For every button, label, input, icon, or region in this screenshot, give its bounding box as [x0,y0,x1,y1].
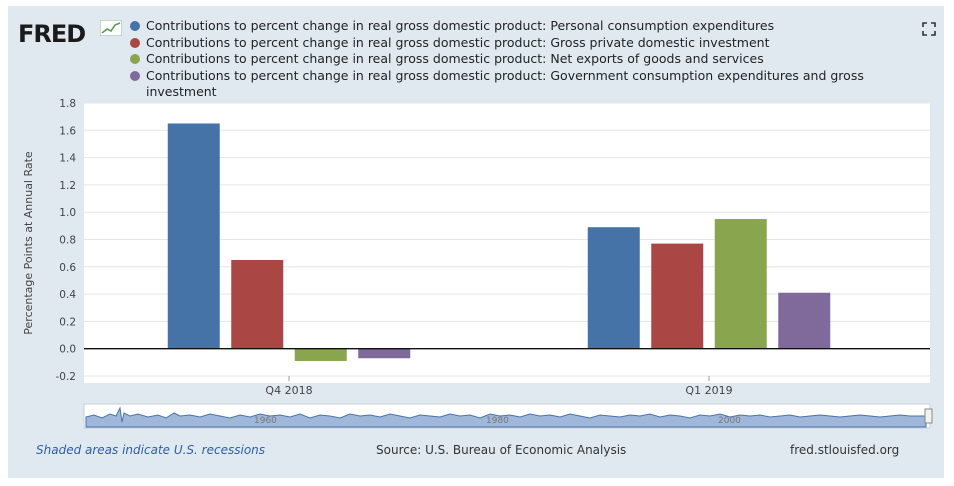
legend-marker [130,37,140,48]
chart-frame: FRED Contributions to percent change in … [8,6,944,478]
legend-item-investment[interactable]: Contributions to percent change in real … [126,35,906,52]
y-axis-ticks: -0.2 0.0 0.2 0.4 0.6 0.8 1.0 1.2 1.4 1.6 1.8 [56,98,77,383]
y-axis-title: Percentage Points at Annual Rate [22,151,35,335]
bar-q1-2019-series-1[interactable] [587,227,640,349]
y-tick-label: 1.6 [59,125,76,137]
bar-q1-2019-series-2[interactable] [651,243,704,349]
x-tick-label: Q4 2018 [265,384,312,397]
legend-marker [130,54,140,64]
navigator-label-2000: 2000 [718,416,741,426]
bar-q4-2018-series-1[interactable] [167,123,220,349]
bar-q1-2019-series-4[interactable] [778,292,831,349]
chart-legend: Contributions to percent change in real … [126,18,906,101]
fred-logo-graph-icon [100,20,122,36]
bar-q4-2018-series-3[interactable] [294,348,347,361]
gridlines [84,102,930,377]
fullscreen-icon[interactable] [922,22,936,36]
x-tick-label: Q1 2019 [685,384,732,397]
fred-logo[interactable]: FRED [18,20,86,48]
y-tick-label: 1.0 [59,207,76,219]
bar-q4-2018-series-4[interactable] [358,348,411,359]
y-tick-label: 1.4 [59,153,76,165]
legend-item-net-exports[interactable]: Contributions to percent change in real … [126,51,906,68]
y-tick-label: 0.6 [59,262,76,274]
navigator-series [85,406,927,428]
legend-item-pce[interactable]: Contributions to percent change in real … [126,18,906,35]
bar-chart: -0.2 0.0 0.2 0.4 0.6 0.8 1.0 1.2 1.4 1.6 1.8 Perce… [22,98,933,429]
range-navigator[interactable]: 1960 1980 2000 [83,403,933,429]
x-axis-ticks: Q4 2018 Q1 2019 [265,376,733,397]
source-text: Source: U.S. Bureau of Economic Analysis [376,443,627,457]
legend-marker [130,70,140,81]
navigator-label-1960: 1960 [254,416,277,426]
recession-note[interactable]: Shaded areas indicate U.S. recessions [36,443,266,457]
y-tick-label: 0.2 [59,316,76,328]
legend-label: Contributions to percent change in real … [146,18,775,33]
bar-q4-2018-series-2[interactable] [231,259,284,349]
navigator-label-1980: 1980 [486,416,509,426]
legend-item-government[interactable]: Contributions to percent change in real … [126,68,906,101]
y-tick-label: 1.2 [59,180,76,192]
y-tick-label: 0.4 [59,289,76,301]
bar-q1-2019-series-3[interactable] [714,219,767,349]
legend-label: Contributions to percent change in real … [146,67,864,100]
y-tick-label: -0.2 [56,371,77,383]
bars [167,123,831,361]
y-tick-label: 0.0 [59,344,76,356]
legend-label: Contributions to percent change in real … [146,51,764,66]
legend-label: Contributions to percent change in real … [146,34,770,50]
legend-marker [130,21,140,31]
y-tick-label: 1.8 [59,98,76,110]
y-tick-label: 0.8 [59,235,76,247]
site-link[interactable]: fred.stlouisfed.org [790,443,900,457]
navigator-handle[interactable] [924,408,933,424]
